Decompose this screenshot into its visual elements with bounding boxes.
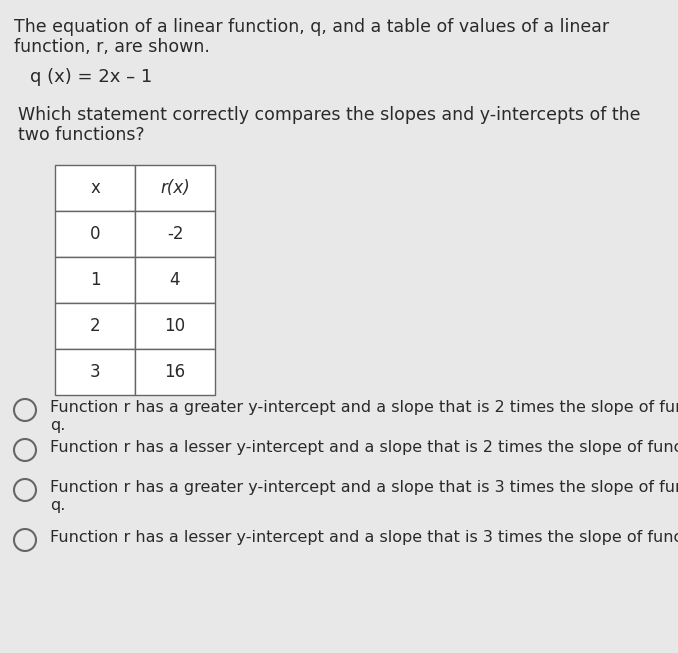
Text: q.: q. xyxy=(50,418,65,433)
Text: -2: -2 xyxy=(167,225,183,243)
Text: The equation of a linear function, q, and a table of values of a linear: The equation of a linear function, q, an… xyxy=(14,18,609,36)
Bar xyxy=(55,257,135,303)
Bar xyxy=(55,211,135,257)
Bar xyxy=(135,349,215,395)
Bar xyxy=(55,165,135,211)
Text: Function r has a greater y-intercept and a slope that is 2 times the slope of fu: Function r has a greater y-intercept and… xyxy=(50,400,678,415)
Text: 4: 4 xyxy=(170,271,180,289)
Bar xyxy=(55,303,135,349)
Text: 3: 3 xyxy=(89,363,100,381)
Text: 0: 0 xyxy=(89,225,100,243)
Bar xyxy=(135,165,215,211)
Text: q.: q. xyxy=(50,498,65,513)
Text: r(x): r(x) xyxy=(160,179,190,197)
Text: Function r has a lesser y-intercept and a slope that is 3 times the slope of fun: Function r has a lesser y-intercept and … xyxy=(50,530,678,545)
Text: Function r has a greater y-intercept and a slope that is 3 times the slope of fu: Function r has a greater y-intercept and… xyxy=(50,480,678,495)
Text: 2: 2 xyxy=(89,317,100,335)
Bar xyxy=(135,257,215,303)
Bar xyxy=(135,211,215,257)
Text: q (x) = 2x – 1: q (x) = 2x – 1 xyxy=(30,68,153,86)
Text: x: x xyxy=(90,179,100,197)
Text: function, r, are shown.: function, r, are shown. xyxy=(14,38,210,56)
Text: two functions?: two functions? xyxy=(18,126,144,144)
Bar xyxy=(55,349,135,395)
Text: Which statement correctly compares the slopes and y-intercepts of the: Which statement correctly compares the s… xyxy=(18,106,641,124)
Text: 1: 1 xyxy=(89,271,100,289)
Bar xyxy=(135,303,215,349)
Text: 10: 10 xyxy=(165,317,186,335)
Text: 16: 16 xyxy=(165,363,186,381)
Text: Function r has a lesser y-intercept and a slope that is 2 times the slope of fun: Function r has a lesser y-intercept and … xyxy=(50,440,678,455)
